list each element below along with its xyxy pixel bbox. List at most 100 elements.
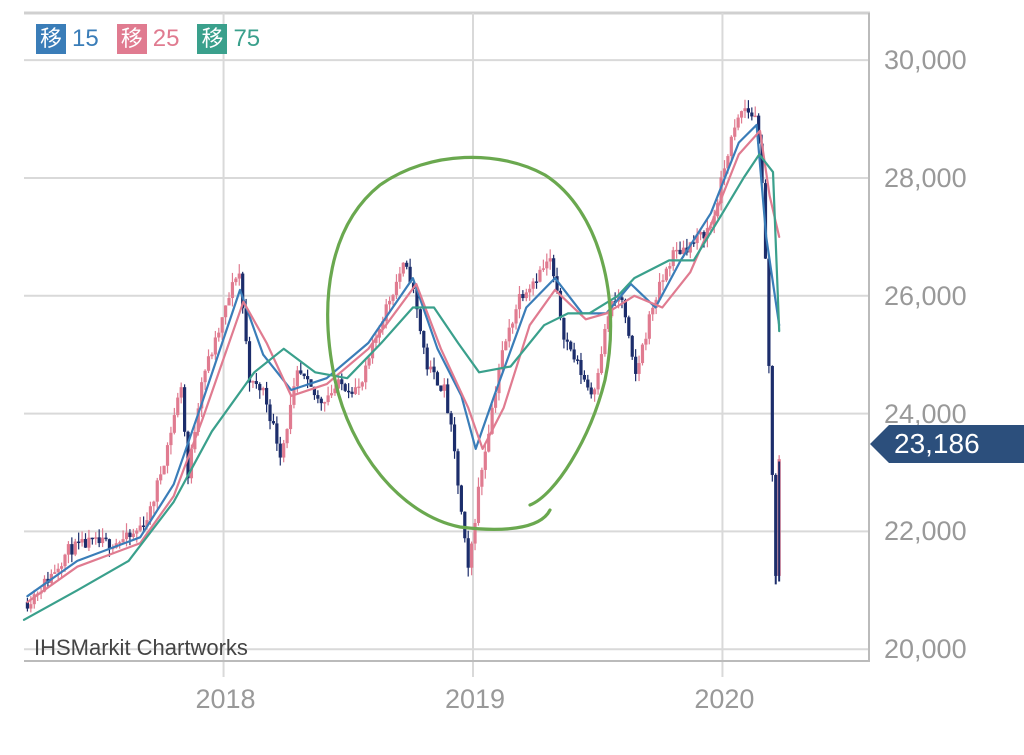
candle-body xyxy=(466,538,470,568)
candle-body xyxy=(145,520,149,527)
candle-body xyxy=(415,289,419,310)
candle-body xyxy=(620,297,624,300)
y-tick-label: 24,000 xyxy=(884,398,967,429)
candle-body xyxy=(70,544,74,555)
circle-annotation xyxy=(326,155,613,531)
candle-body xyxy=(275,423,279,444)
candle-body xyxy=(295,370,299,387)
candle-body xyxy=(59,566,64,569)
candle-body xyxy=(422,331,426,348)
candle-body xyxy=(388,300,392,305)
legend-value-75: 75 xyxy=(233,25,261,52)
candle-body xyxy=(541,268,545,270)
candle-body xyxy=(268,404,272,422)
candle-body xyxy=(288,404,293,430)
candle-body xyxy=(107,539,112,550)
candle-body xyxy=(381,321,385,329)
candle-body xyxy=(446,384,450,414)
candle-body xyxy=(476,486,481,523)
candle-body xyxy=(534,281,539,283)
candle-body xyxy=(323,402,327,404)
candle-body xyxy=(299,370,303,374)
legend: 移 15 移 25 移 75 xyxy=(36,24,260,54)
candle-body xyxy=(29,604,33,609)
candle-body xyxy=(463,511,467,539)
candle-body xyxy=(528,288,532,293)
candle-body xyxy=(750,112,754,117)
candle-body xyxy=(569,341,573,350)
candle-body xyxy=(278,443,282,458)
y-tick-label: 28,000 xyxy=(884,162,967,193)
candle-body xyxy=(692,242,696,244)
candle-body xyxy=(480,469,484,487)
legend-item-15[interactable]: 移 15 xyxy=(36,24,99,54)
legend-value-15: 15 xyxy=(72,25,99,52)
candle-body xyxy=(733,127,737,137)
candle-body xyxy=(53,572,57,574)
candle-body xyxy=(524,292,528,299)
candle-body xyxy=(722,168,727,178)
candle-body xyxy=(603,328,607,355)
candle-body xyxy=(675,249,679,252)
candle-body xyxy=(141,525,146,528)
candle-body xyxy=(364,365,368,383)
candle-body xyxy=(394,281,399,296)
candle-body xyxy=(347,390,351,393)
candle-body xyxy=(152,501,156,507)
candle-body xyxy=(651,307,655,315)
candle-body xyxy=(83,538,88,548)
legend-item-25[interactable]: 移 25 xyxy=(116,24,179,54)
candle-body xyxy=(743,108,747,112)
candle-body xyxy=(599,354,604,373)
candle-body xyxy=(405,262,409,267)
legend-item-75[interactable]: 移 75 xyxy=(197,24,260,54)
candle-body xyxy=(493,393,498,408)
candle-body xyxy=(671,250,675,267)
candle-body xyxy=(220,317,224,333)
candle-body xyxy=(196,408,200,433)
last-price-value: 23,186 xyxy=(894,428,980,459)
candle-body xyxy=(483,451,487,470)
candle-body xyxy=(538,269,542,282)
candle-body xyxy=(353,387,358,394)
candle-body xyxy=(606,316,610,329)
candle-body xyxy=(329,393,334,396)
candle-body xyxy=(282,443,286,458)
candle-body xyxy=(343,384,347,391)
candle-body xyxy=(452,424,457,452)
candle-body xyxy=(712,216,716,227)
candle-body xyxy=(746,108,751,113)
candle-body xyxy=(456,451,460,486)
candle-body xyxy=(767,258,771,366)
candle-body xyxy=(593,389,597,395)
plot-frame xyxy=(24,13,870,662)
candle-body xyxy=(411,282,416,290)
candle-body xyxy=(384,304,388,322)
candle-body xyxy=(668,266,672,269)
candle-body xyxy=(254,381,258,385)
legend-box-25: 移 xyxy=(116,24,147,54)
candle-body xyxy=(647,314,651,339)
candle-body xyxy=(579,360,583,375)
candle-body xyxy=(627,317,631,336)
ma25-line xyxy=(26,129,781,604)
candle-body xyxy=(391,295,395,301)
x-tick-label: 2019 xyxy=(444,684,506,714)
candle-body xyxy=(56,568,60,573)
candle-body xyxy=(586,379,590,388)
candle-body xyxy=(104,537,108,540)
candle-body xyxy=(470,543,474,568)
candle-body xyxy=(271,421,276,424)
candle-body xyxy=(210,354,214,357)
candle-body xyxy=(500,350,504,370)
candle-body xyxy=(698,232,703,235)
candle-body xyxy=(316,395,320,399)
candle-body xyxy=(490,407,494,434)
candle-body xyxy=(739,111,744,118)
candle-body xyxy=(80,538,84,543)
candle-body xyxy=(582,374,586,380)
legend-box-75: 移 xyxy=(197,24,228,54)
candle-body xyxy=(695,234,699,244)
candle-body xyxy=(179,387,183,398)
